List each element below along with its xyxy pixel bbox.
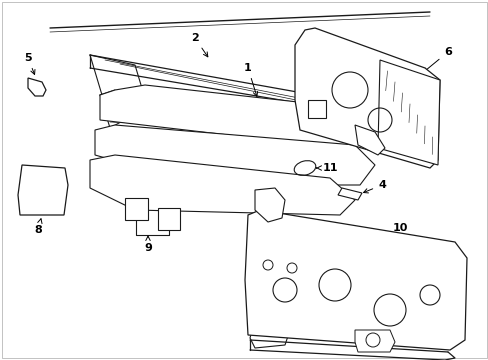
Polygon shape <box>254 188 285 222</box>
Text: 7: 7 <box>265 221 273 237</box>
Polygon shape <box>18 165 68 215</box>
Polygon shape <box>377 60 439 165</box>
Text: 4: 4 <box>363 180 385 193</box>
Polygon shape <box>28 78 46 96</box>
Polygon shape <box>125 198 148 220</box>
Polygon shape <box>354 330 394 352</box>
Polygon shape <box>100 85 384 148</box>
Polygon shape <box>158 208 180 230</box>
Text: 2: 2 <box>191 33 207 57</box>
Polygon shape <box>354 125 384 155</box>
Polygon shape <box>337 188 361 200</box>
Text: 3: 3 <box>381 127 405 141</box>
Bar <box>307 100 325 118</box>
Polygon shape <box>95 125 374 185</box>
Text: 8: 8 <box>34 219 42 235</box>
Polygon shape <box>90 155 354 215</box>
Text: 1: 1 <box>244 63 257 96</box>
Polygon shape <box>244 210 466 350</box>
Polygon shape <box>294 28 439 168</box>
Text: 10: 10 <box>390 223 407 248</box>
Text: 6: 6 <box>422 47 451 73</box>
Text: 11: 11 <box>316 163 337 173</box>
Text: 5: 5 <box>24 53 35 75</box>
Text: 9: 9 <box>144 236 152 253</box>
